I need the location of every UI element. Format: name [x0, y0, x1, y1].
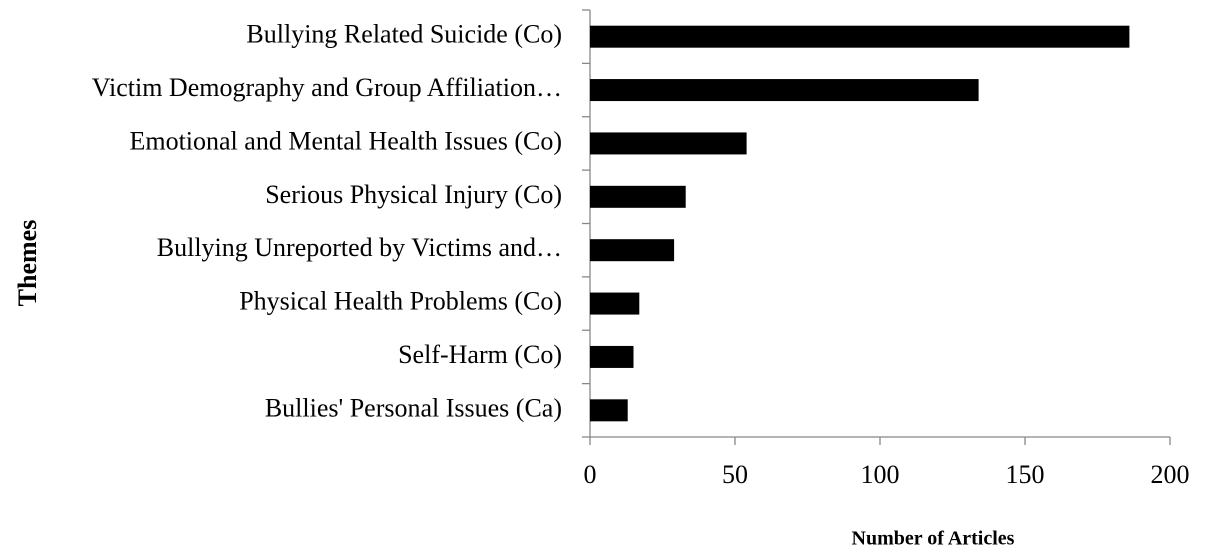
- category-label: Physical Health Problems (Co): [239, 287, 562, 316]
- value-label: n=15 (3%): [652, 342, 764, 371]
- value-label: n=54 (11%): [765, 128, 889, 157]
- category-label: Bullies' Personal Issues (Ca): [265, 393, 562, 422]
- x-tick-label: 200: [1151, 460, 1190, 489]
- category-label: Victim Demography and Group Affiliation…: [92, 73, 562, 102]
- x-tick-label: 100: [861, 460, 900, 489]
- category-label: Bullying Unreported by Victims and…: [157, 233, 562, 262]
- bar: [590, 239, 675, 262]
- value-label: n=13 (3%): [646, 395, 758, 424]
- bar: [590, 185, 686, 208]
- category-label: Emotional and Mental Health Issues (Co): [129, 126, 562, 155]
- value-label: n=33 (7%): [704, 182, 816, 211]
- value-label: n=17 (4%): [657, 289, 769, 318]
- bar: [590, 292, 640, 315]
- category-label: Bullying Related Suicide (Co): [246, 20, 562, 49]
- x-axis-title: Number of Articles: [852, 528, 1015, 550]
- category-label: Self-Harm (Co): [398, 340, 562, 369]
- x-tick-label: 150: [1006, 460, 1045, 489]
- value-label: n=186 (38%): [1080, 22, 1218, 51]
- category-label: Serious Physical Injury (Co): [265, 180, 562, 209]
- value-label: n=29 (6%): [692, 235, 804, 264]
- y-axis-title: Themes: [13, 220, 42, 307]
- bar: [590, 25, 1130, 48]
- value-label: n=134 (28%): [997, 75, 1135, 104]
- bar: [590, 132, 747, 155]
- bar: [590, 79, 979, 102]
- x-tick-label: 0: [584, 460, 597, 489]
- bar: [590, 345, 634, 368]
- x-tick-label: 50: [722, 460, 748, 489]
- bar: [590, 399, 628, 422]
